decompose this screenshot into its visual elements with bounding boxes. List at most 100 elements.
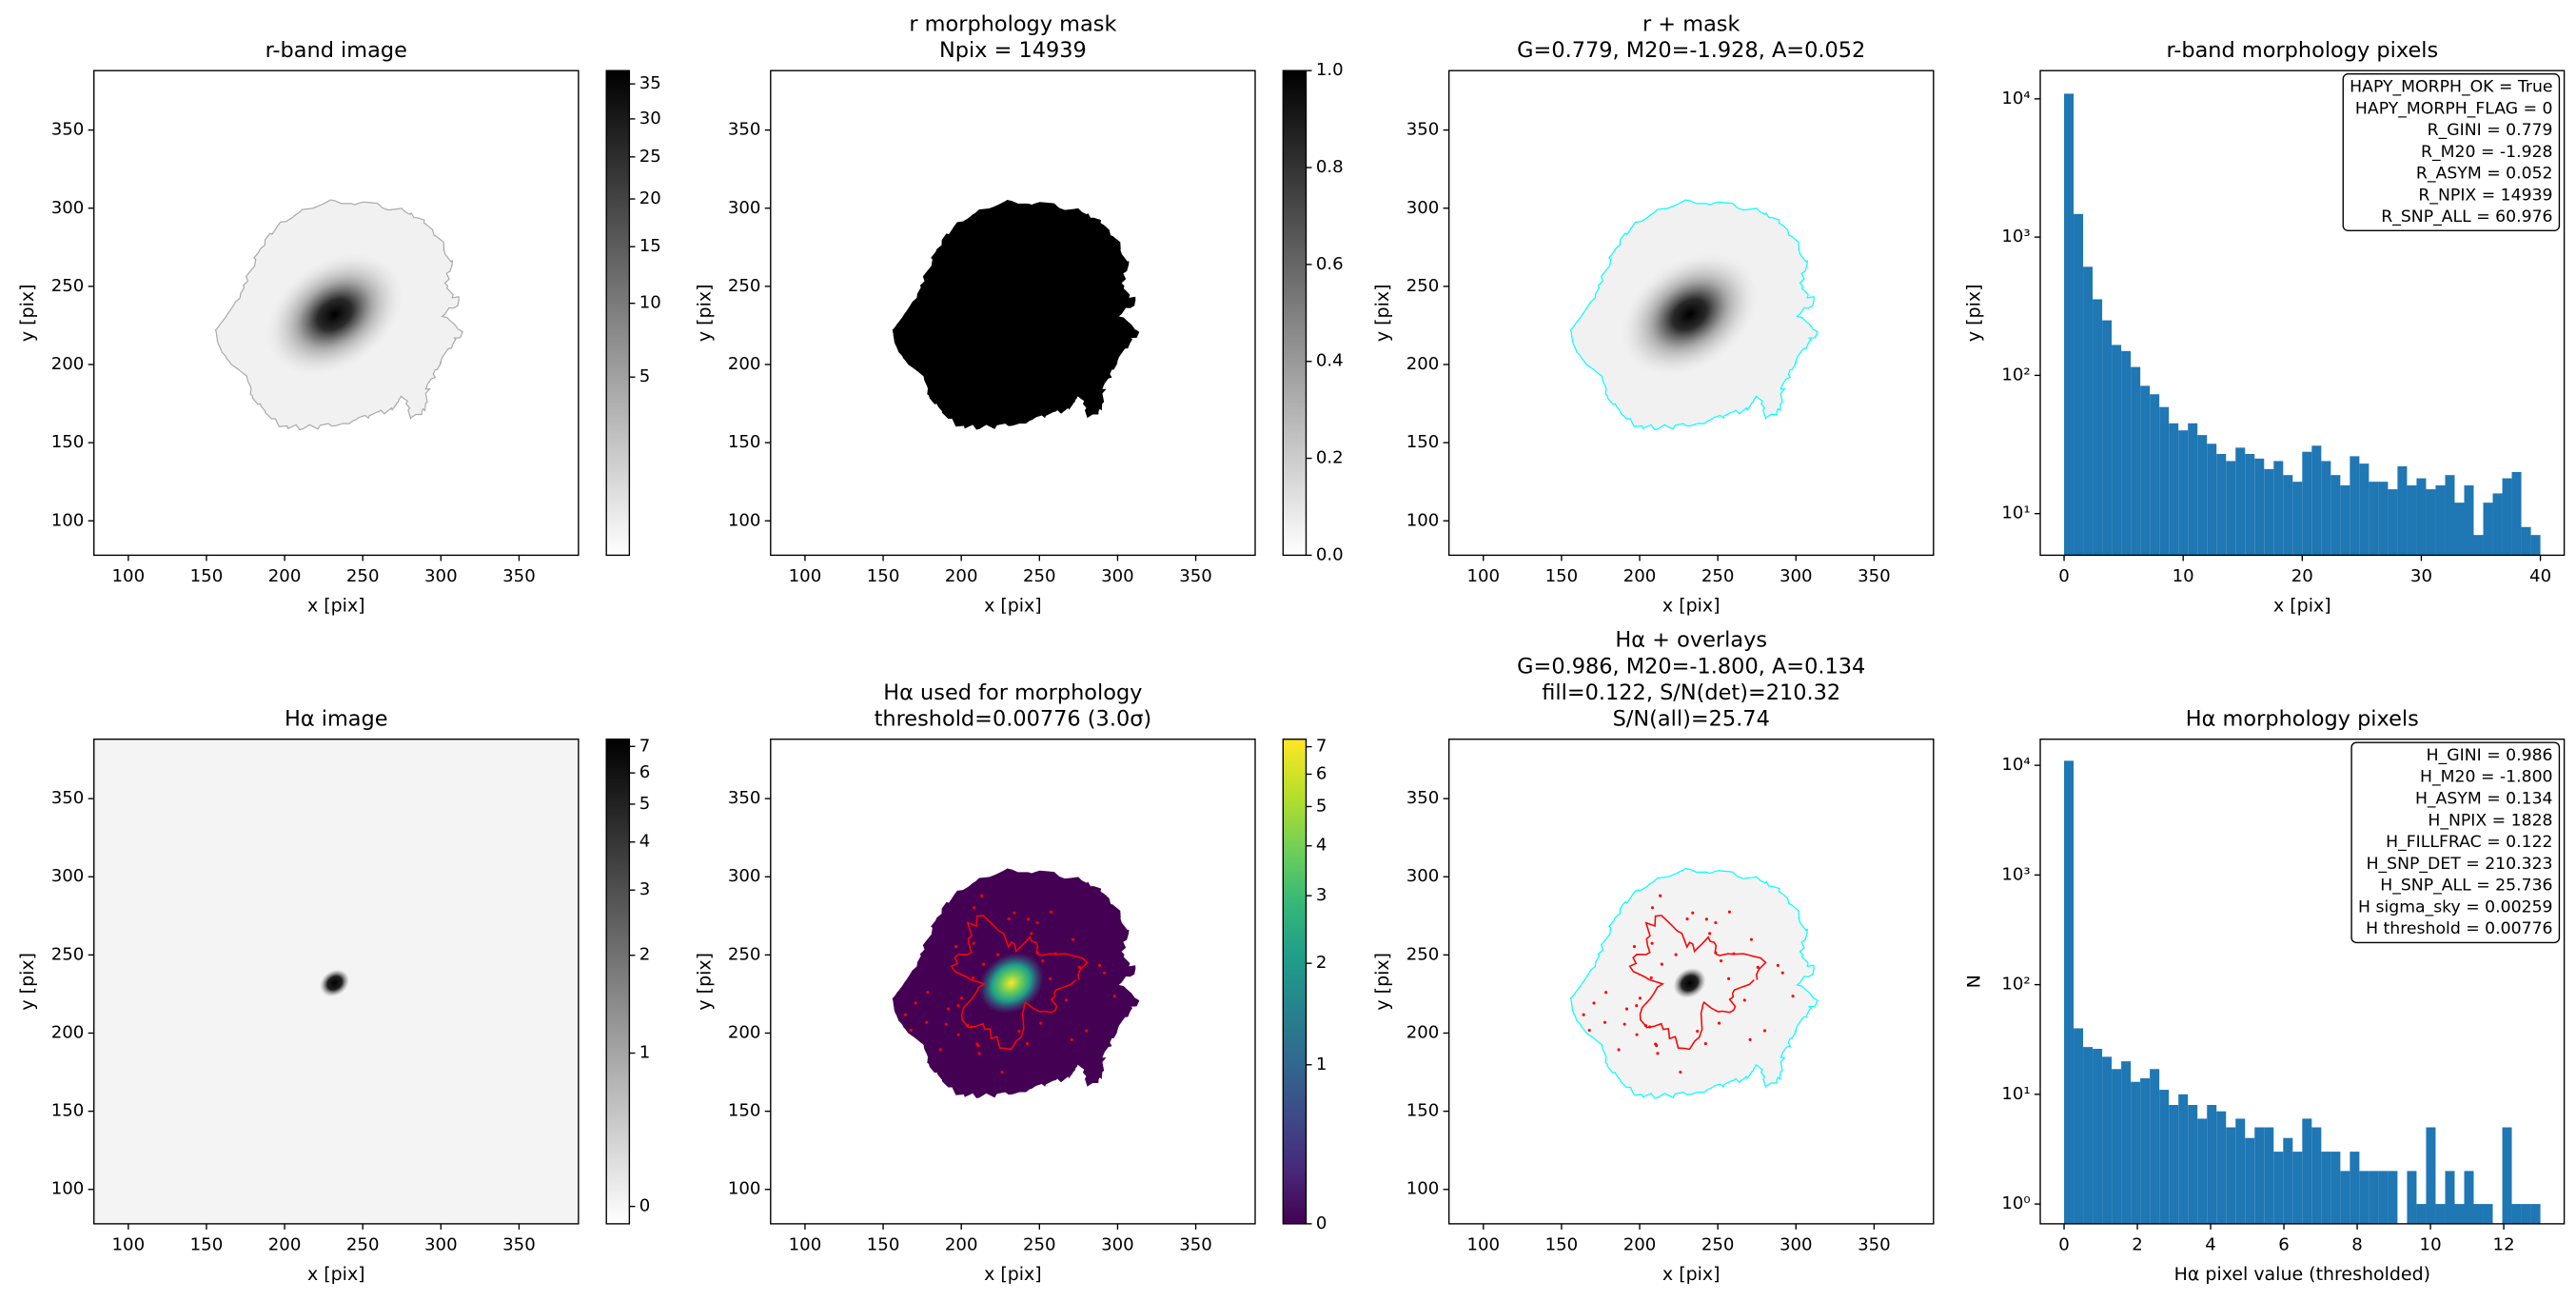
y-tick-label: 200 bbox=[1406, 1022, 1440, 1042]
y-tick-label: 10⁴ bbox=[2001, 89, 2030, 108]
bar bbox=[2064, 93, 2075, 556]
colorbar-tick-label: 5 bbox=[639, 366, 651, 386]
y-tick-label: 250 bbox=[51, 276, 85, 296]
x-tick-label: 250 bbox=[1701, 566, 1735, 586]
panel-title: Hα used for morphology bbox=[883, 680, 1142, 705]
contour-dot bbox=[1635, 1033, 1639, 1036]
bar bbox=[2445, 1171, 2455, 1224]
x-tick-label: 100 bbox=[112, 1234, 146, 1254]
contour-dot bbox=[995, 953, 999, 956]
panel-title: fill=0.122, S/N(det)=210.32 bbox=[1542, 680, 1840, 705]
contour-dot bbox=[1696, 1029, 1700, 1034]
colorbar-tick-label: 0.0 bbox=[1316, 544, 1344, 564]
y-tick-label: 350 bbox=[728, 788, 761, 808]
annotation: H threshold = 0.00776 bbox=[2366, 919, 2552, 938]
contour-dot bbox=[1714, 951, 1718, 955]
bar bbox=[2093, 299, 2103, 556]
y-tick-label: 350 bbox=[51, 120, 85, 140]
contour-dot bbox=[1727, 910, 1732, 914]
bar bbox=[2530, 535, 2541, 556]
contour-dot bbox=[1632, 945, 1637, 949]
colorbar-tick-label: 0.4 bbox=[1316, 351, 1344, 371]
bar bbox=[2521, 526, 2531, 556]
contour-dot bbox=[1030, 932, 1033, 936]
x-tick-label: 8 bbox=[2351, 1234, 2363, 1254]
x-tick-label: 150 bbox=[867, 566, 900, 586]
colorbar-tick-label: 3 bbox=[639, 879, 651, 899]
colorbar-tick-label: 15 bbox=[639, 236, 661, 256]
bar bbox=[2188, 1105, 2198, 1224]
plot-area bbox=[214, 199, 463, 431]
x-tick-label: 100 bbox=[789, 1234, 822, 1254]
annotation: H_SNP_DET = 210.323 bbox=[2367, 855, 2553, 874]
bar bbox=[2159, 406, 2170, 556]
colorbar-tick-label: 1 bbox=[1316, 1055, 1327, 1074]
annotation: R_NPIX = 14939 bbox=[2418, 186, 2552, 205]
contour-dot bbox=[1007, 917, 1011, 921]
x-axis-label: x [pix] bbox=[307, 595, 365, 616]
annotation: R_GINI = 0.779 bbox=[2428, 121, 2553, 140]
colorbar bbox=[605, 739, 631, 1225]
axes-frame bbox=[1447, 739, 1935, 1225]
bar bbox=[2140, 385, 2151, 556]
contour-dot bbox=[1582, 1013, 1585, 1016]
bar bbox=[2388, 489, 2398, 556]
contour-dot bbox=[1097, 963, 1102, 967]
contour-dot bbox=[926, 991, 930, 995]
x-tick-label: 6 bbox=[2278, 1234, 2290, 1254]
colorbar-tick-label: 0 bbox=[1316, 1213, 1327, 1233]
x-tick-label: 10 bbox=[2173, 566, 2194, 586]
contour-dot bbox=[966, 1024, 970, 1028]
contour-dot bbox=[1720, 959, 1723, 963]
contour-dot bbox=[1013, 911, 1016, 915]
panel-title: threshold=0.00776 (3.0σ) bbox=[875, 706, 1152, 731]
colorbar bbox=[1282, 69, 1308, 557]
bar bbox=[2473, 1204, 2484, 1224]
bar bbox=[2273, 1152, 2284, 1224]
galaxy-core bbox=[978, 953, 1044, 1014]
y-tick-label: 150 bbox=[1406, 432, 1440, 452]
y-tick-label: 150 bbox=[51, 1101, 85, 1121]
panel-title: r-band image bbox=[265, 38, 407, 63]
y-tick-label: 150 bbox=[1406, 1101, 1440, 1121]
galaxy-core bbox=[1621, 253, 1759, 376]
y-tick-label: 100 bbox=[51, 510, 85, 530]
y-tick-label: 250 bbox=[51, 944, 85, 964]
contour-dot bbox=[1756, 965, 1760, 969]
x-tick-label: 100 bbox=[789, 566, 822, 586]
contour-dot bbox=[1017, 1029, 1021, 1034]
contour-dot bbox=[1708, 932, 1712, 936]
x-tick-label: 350 bbox=[1858, 566, 1891, 586]
panel-title: Npix = 14939 bbox=[939, 38, 1087, 63]
contour-dot bbox=[1070, 1037, 1073, 1041]
axes-frame bbox=[93, 69, 580, 557]
x-tick-label: 12 bbox=[2493, 1234, 2515, 1254]
contour-dot bbox=[1704, 917, 1708, 921]
bar bbox=[2292, 482, 2303, 556]
colorbar-tick-label: 1.0 bbox=[1316, 60, 1344, 80]
bar bbox=[2435, 485, 2446, 556]
bar bbox=[2197, 435, 2208, 556]
annotation: HAPY_MORPH_FLAG = 0 bbox=[2355, 99, 2553, 118]
y-axis-label: y [pix] bbox=[17, 953, 38, 1011]
contour-dot bbox=[981, 962, 986, 966]
bar bbox=[2064, 760, 2075, 1224]
x-tick-label: 350 bbox=[502, 566, 536, 586]
bar bbox=[2283, 1137, 2293, 1224]
y-axis-label: y [pix] bbox=[694, 285, 715, 343]
contour-dot bbox=[1703, 1042, 1707, 1046]
contour-dot bbox=[1026, 917, 1031, 921]
x-tick-label: 300 bbox=[1101, 566, 1134, 586]
y-tick-label: 10³ bbox=[2001, 227, 2030, 246]
colorbar-tick-label: 7 bbox=[639, 736, 651, 756]
bar bbox=[2407, 1171, 2417, 1224]
bar bbox=[2416, 1204, 2427, 1224]
bar bbox=[2197, 1118, 2208, 1224]
colorbar bbox=[605, 69, 631, 557]
annotation: H_GINI = 0.986 bbox=[2427, 746, 2553, 765]
y-tick-label: 300 bbox=[1406, 198, 1440, 218]
colorbar-tick-label: 35 bbox=[639, 73, 661, 93]
contour-dot bbox=[956, 1033, 960, 1036]
